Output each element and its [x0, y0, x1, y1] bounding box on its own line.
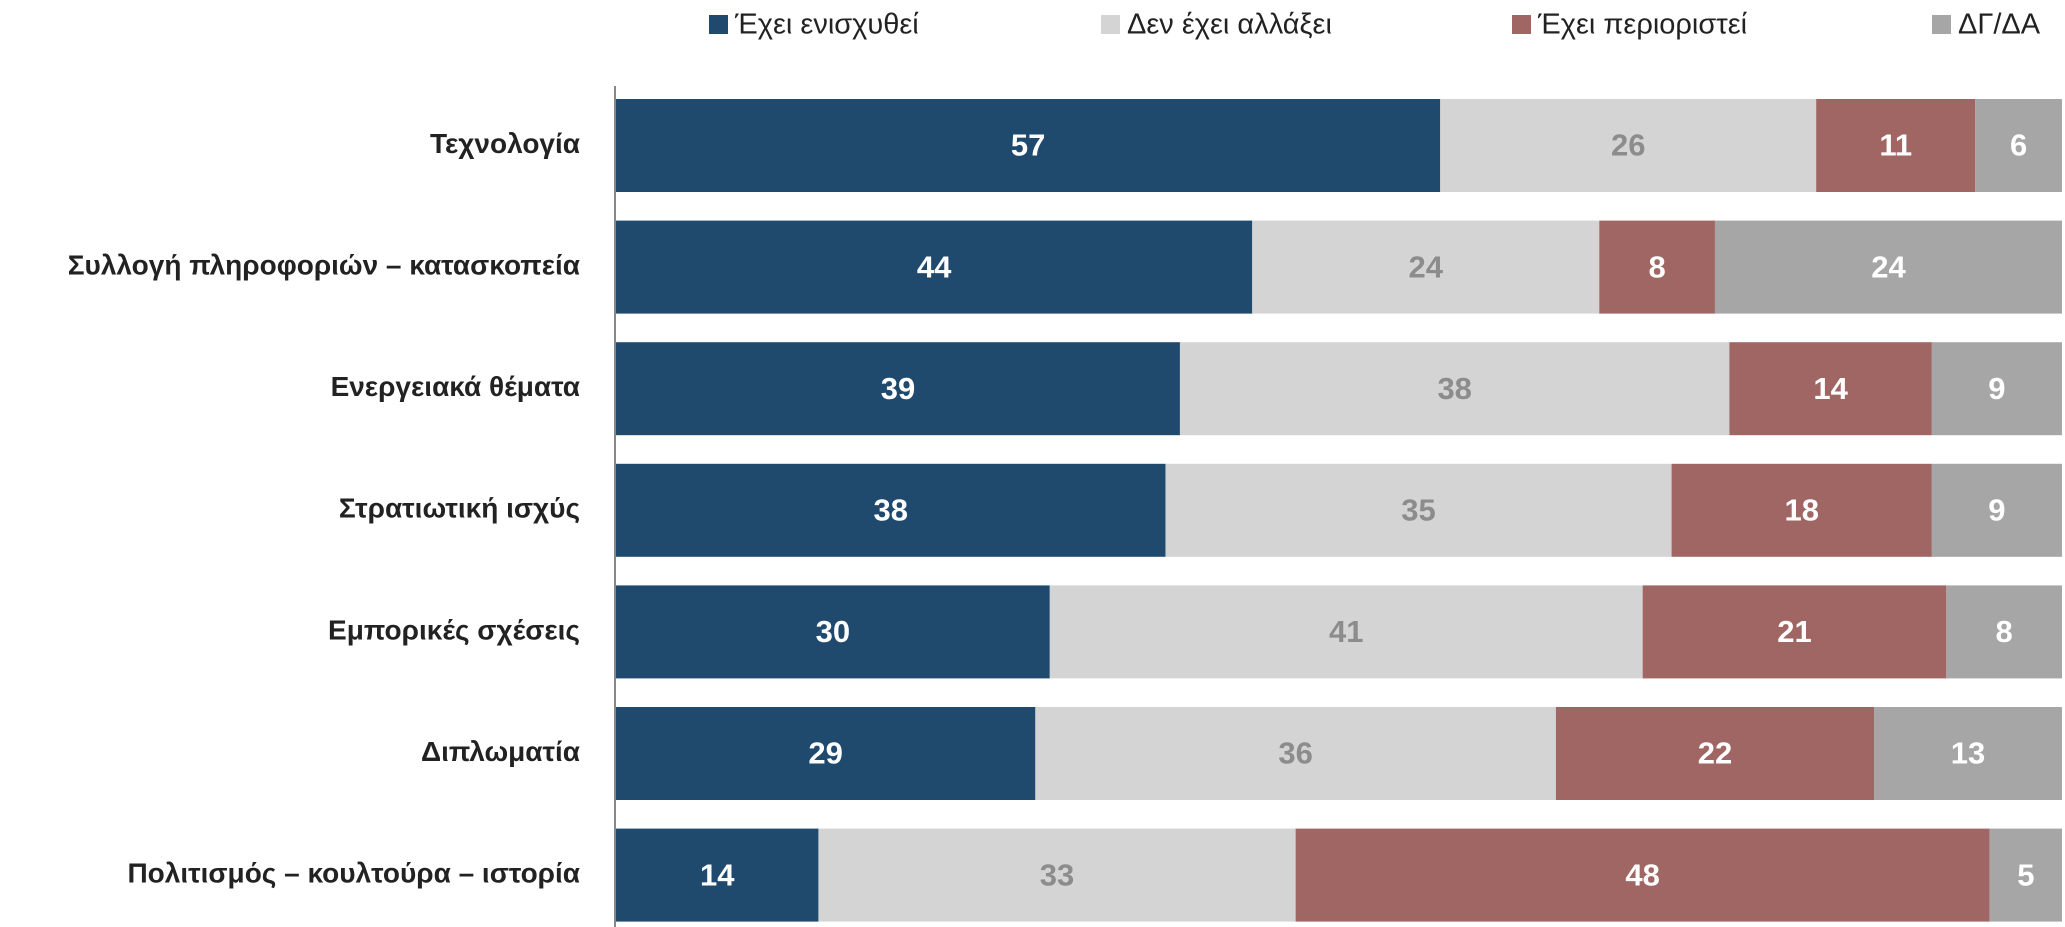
legend-swatch: [1932, 15, 1951, 34]
value-label: 44: [917, 249, 952, 284]
bar-segment: [1816, 99, 1976, 192]
legend-label: Δεν έχει αλλάξει: [1127, 9, 1332, 41]
bar-segment: [1035, 707, 1556, 800]
value-label: 6: [2010, 128, 2027, 163]
legend-swatch: [709, 15, 728, 34]
value-label: 9: [1988, 371, 2005, 406]
bar-segment: [1946, 585, 2062, 679]
value-label: 14: [1813, 371, 1848, 406]
legend-swatch: [1101, 15, 1120, 34]
value-label: 38: [1437, 371, 1471, 406]
bar-segment: [1049, 585, 1643, 679]
bar-segment: [616, 220, 1253, 314]
value-label: 8: [1996, 614, 2013, 649]
value-label: 39: [881, 371, 915, 406]
legend-label: ΔΓ/ΔΑ: [1958, 9, 2041, 41]
value-label: 33: [1040, 857, 1074, 892]
category-label: Διπλωματία: [421, 736, 580, 767]
value-label: 41: [1329, 614, 1363, 649]
bar-segment: [1989, 828, 2062, 922]
value-label: 21: [1777, 614, 1811, 649]
value-label: 26: [1611, 128, 1645, 163]
bar-segment: [1931, 342, 2062, 436]
bar-segment: [1671, 463, 1932, 557]
bar-segment: [1975, 99, 2062, 192]
legend-label: Έχει ενισχυθεί: [734, 9, 919, 41]
bar-segment: [1440, 99, 1817, 192]
legend-swatch: [1512, 15, 1531, 34]
category-label: Τεχνολογία: [430, 128, 580, 159]
bar-segment: [1931, 463, 2062, 557]
value-label: 14: [700, 857, 735, 892]
bar-segment: [616, 342, 1180, 436]
value-label: 18: [1784, 492, 1818, 527]
bar-segment: [1179, 342, 1730, 436]
value-label: 24: [1871, 249, 1906, 284]
category-label: Ενεργειακά θέματα: [331, 371, 580, 402]
value-label: 48: [1625, 857, 1659, 892]
bar-segment: [616, 463, 1166, 557]
value-label: 11: [1879, 128, 1912, 163]
bar-segment: [1642, 585, 1947, 679]
value-label: 29: [808, 736, 842, 771]
value-label: 35: [1401, 492, 1435, 527]
bar-segment: [616, 99, 1441, 192]
bar-segment: [616, 828, 819, 922]
value-label: 36: [1278, 736, 1312, 771]
bar-segment: [1599, 220, 1715, 314]
bar-segment: [1729, 342, 1932, 436]
bar-segment: [616, 707, 1036, 800]
bar-segment: [818, 828, 1296, 922]
value-label: 13: [1951, 736, 1985, 771]
bar-segment: [616, 585, 1050, 679]
category-label: Πολιτισμός – κουλτούρα – ιστορία: [127, 857, 580, 888]
bar-segment: [1165, 463, 1672, 557]
bar-segment: [1555, 707, 1875, 800]
value-label: 9: [1988, 492, 2005, 527]
value-label: 22: [1698, 736, 1732, 771]
value-label: 30: [816, 614, 850, 649]
category-label: Στρατιωτική ισχύς: [339, 493, 580, 524]
value-label: 38: [873, 492, 907, 527]
category-label: Εμπορικές σχέσεις: [328, 614, 580, 645]
value-label: 8: [1648, 249, 1665, 284]
bar-segment: [1295, 828, 1990, 922]
category-label: Συλλογή πληροφοριών – κατασκοπεία: [68, 249, 580, 280]
value-label: 5: [2017, 857, 2034, 892]
value-label: 24: [1409, 249, 1444, 284]
bar-segment: [1714, 220, 2062, 314]
legend-label: Έχει περιοριστεί: [1537, 9, 1748, 41]
value-label: 57: [1011, 128, 1045, 163]
bar-segment: [1252, 220, 1600, 314]
bar-segment: [1874, 707, 2062, 800]
